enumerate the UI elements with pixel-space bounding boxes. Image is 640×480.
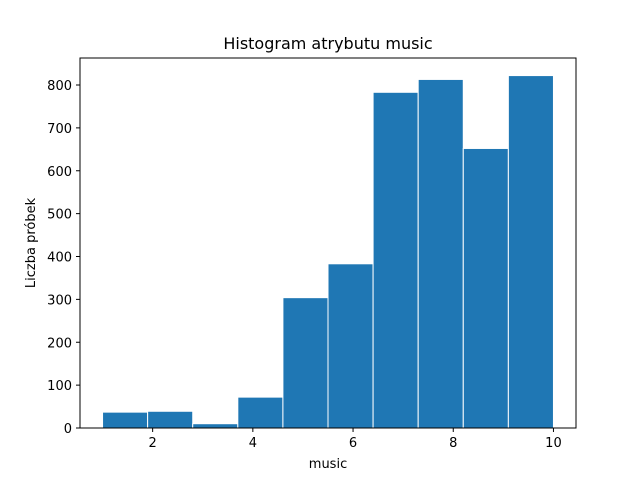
- y-tick-label: 300: [47, 293, 72, 308]
- y-tick-label: 100: [47, 379, 72, 394]
- x-tick-label: 2: [149, 436, 157, 451]
- y-tick-label: 400: [47, 251, 72, 266]
- y-tick-label: 600: [47, 165, 72, 180]
- x-tick-label: 6: [349, 436, 357, 451]
- histogram-bar: [327, 263, 374, 429]
- x-axis-label: music: [309, 457, 347, 472]
- y-axis-ticks: 0 100 200 300 400 500 600 700 800: [47, 79, 80, 437]
- x-axis-ticks: 2 4 6 8 10: [149, 428, 562, 451]
- plot-frame: [79, 57, 577, 429]
- x-tick-label: 4: [249, 436, 257, 451]
- x-tick-label: 8: [449, 436, 457, 451]
- histogram-bar: [417, 78, 464, 429]
- histogram-bar: [282, 297, 329, 429]
- histogram-bar: [507, 75, 554, 429]
- y-axis-label: Liczba próbek: [24, 197, 39, 288]
- histogram-bar: [192, 423, 239, 429]
- y-tick-label: 200: [47, 336, 72, 351]
- histogram-bar: [462, 147, 509, 429]
- histogram-bar: [102, 411, 149, 429]
- y-tick-label: 500: [47, 208, 72, 223]
- y-tick-label: 800: [47, 79, 72, 94]
- histogram-bar: [372, 91, 419, 429]
- chart-title: Histogram atrybutu music: [223, 34, 432, 53]
- histogram-bar: [237, 396, 284, 429]
- histogram-bar: [147, 410, 194, 429]
- bars-group: [102, 75, 554, 429]
- x-tick-label: 10: [545, 436, 562, 451]
- y-tick-label: 0: [64, 422, 72, 437]
- y-tick-label: 700: [47, 122, 72, 137]
